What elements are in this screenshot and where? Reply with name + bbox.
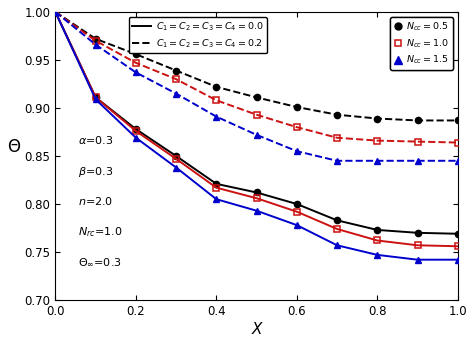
Text: $n$=2.0: $n$=2.0 <box>78 195 113 207</box>
X-axis label: X: X <box>251 322 262 337</box>
Text: $\Theta_{\infty}$=0.3: $\Theta_{\infty}$=0.3 <box>78 256 121 268</box>
Text: $\beta$=0.3: $\beta$=0.3 <box>78 165 113 179</box>
Y-axis label: Θ: Θ <box>7 138 20 156</box>
Text: $\alpha$=0.3: $\alpha$=0.3 <box>78 135 113 147</box>
Legend: $N_{cc}=0.5$, $N_{cc}=1.0$, $N_{cc}=1.5$: $N_{cc}=0.5$, $N_{cc}=1.0$, $N_{cc}=1.5$ <box>391 17 453 70</box>
Text: $N_{rc}$=1.0: $N_{rc}$=1.0 <box>78 225 122 239</box>
